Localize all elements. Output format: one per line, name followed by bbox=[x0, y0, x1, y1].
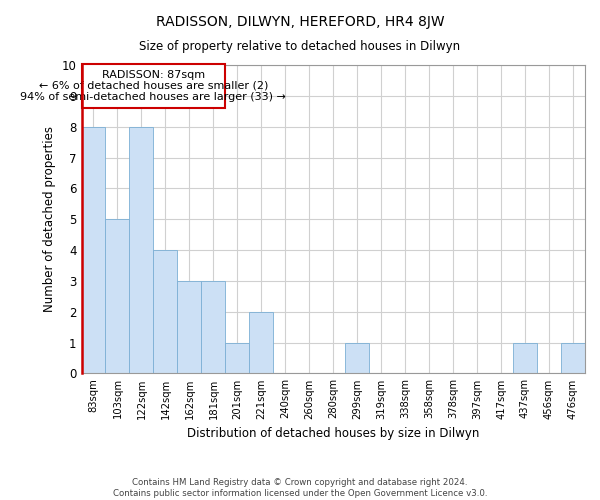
Text: RADISSON, DILWYN, HEREFORD, HR4 8JW: RADISSON, DILWYN, HEREFORD, HR4 8JW bbox=[155, 15, 445, 29]
Text: RADISSON: 87sqm: RADISSON: 87sqm bbox=[102, 70, 205, 80]
Bar bbox=[226, 342, 250, 374]
Bar bbox=[82, 126, 106, 374]
Bar bbox=[178, 281, 202, 374]
Bar bbox=[202, 281, 226, 374]
Bar bbox=[250, 312, 274, 374]
Text: 94% of semi-detached houses are larger (33) →: 94% of semi-detached houses are larger (… bbox=[20, 92, 286, 102]
X-axis label: Distribution of detached houses by size in Dilwyn: Distribution of detached houses by size … bbox=[187, 427, 479, 440]
Bar bbox=[561, 342, 585, 374]
Y-axis label: Number of detached properties: Number of detached properties bbox=[43, 126, 56, 312]
FancyBboxPatch shape bbox=[82, 64, 226, 108]
Bar bbox=[154, 250, 178, 374]
Bar bbox=[513, 342, 537, 374]
Bar bbox=[130, 126, 154, 374]
Bar bbox=[345, 342, 369, 374]
Bar bbox=[106, 219, 130, 374]
Text: Contains HM Land Registry data © Crown copyright and database right 2024.
Contai: Contains HM Land Registry data © Crown c… bbox=[113, 478, 487, 498]
Text: Size of property relative to detached houses in Dilwyn: Size of property relative to detached ho… bbox=[139, 40, 461, 53]
Text: ← 6% of detached houses are smaller (2): ← 6% of detached houses are smaller (2) bbox=[39, 81, 268, 91]
